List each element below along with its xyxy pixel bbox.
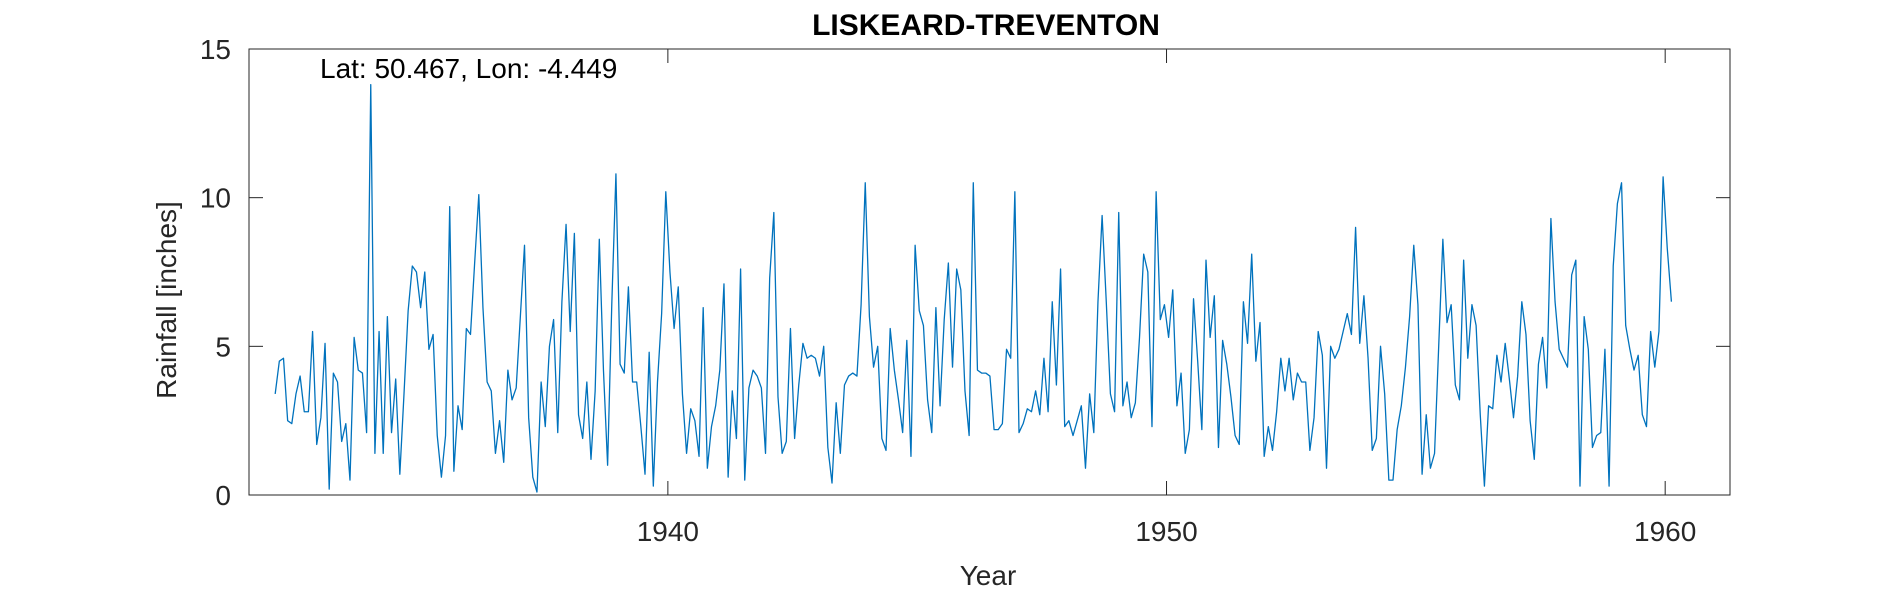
y-tick-label: 0: [215, 480, 231, 511]
plot-frame: [248, 48, 1731, 496]
plot-area: 0 5 10 15 1940 1950 1960: [200, 34, 1731, 547]
chart-title: LISKEARD-TREVENTON: [812, 9, 1160, 42]
y-tick-label: 5: [215, 331, 231, 362]
y-tick-label: 15: [200, 34, 231, 65]
x-tick-label: 1960: [1634, 516, 1696, 547]
chart-annotation: Lat: 50.467, Lon: -4.449: [320, 53, 617, 84]
y-tick-label: 10: [200, 183, 231, 214]
x-tick-label: 1940: [637, 516, 699, 547]
x-tick-label: 1950: [1135, 516, 1197, 547]
y-axis-label: Rainfall [inches]: [151, 201, 182, 399]
x-axis-label: Year: [960, 560, 1017, 591]
rainfall-series-line: [274, 84, 1673, 493]
